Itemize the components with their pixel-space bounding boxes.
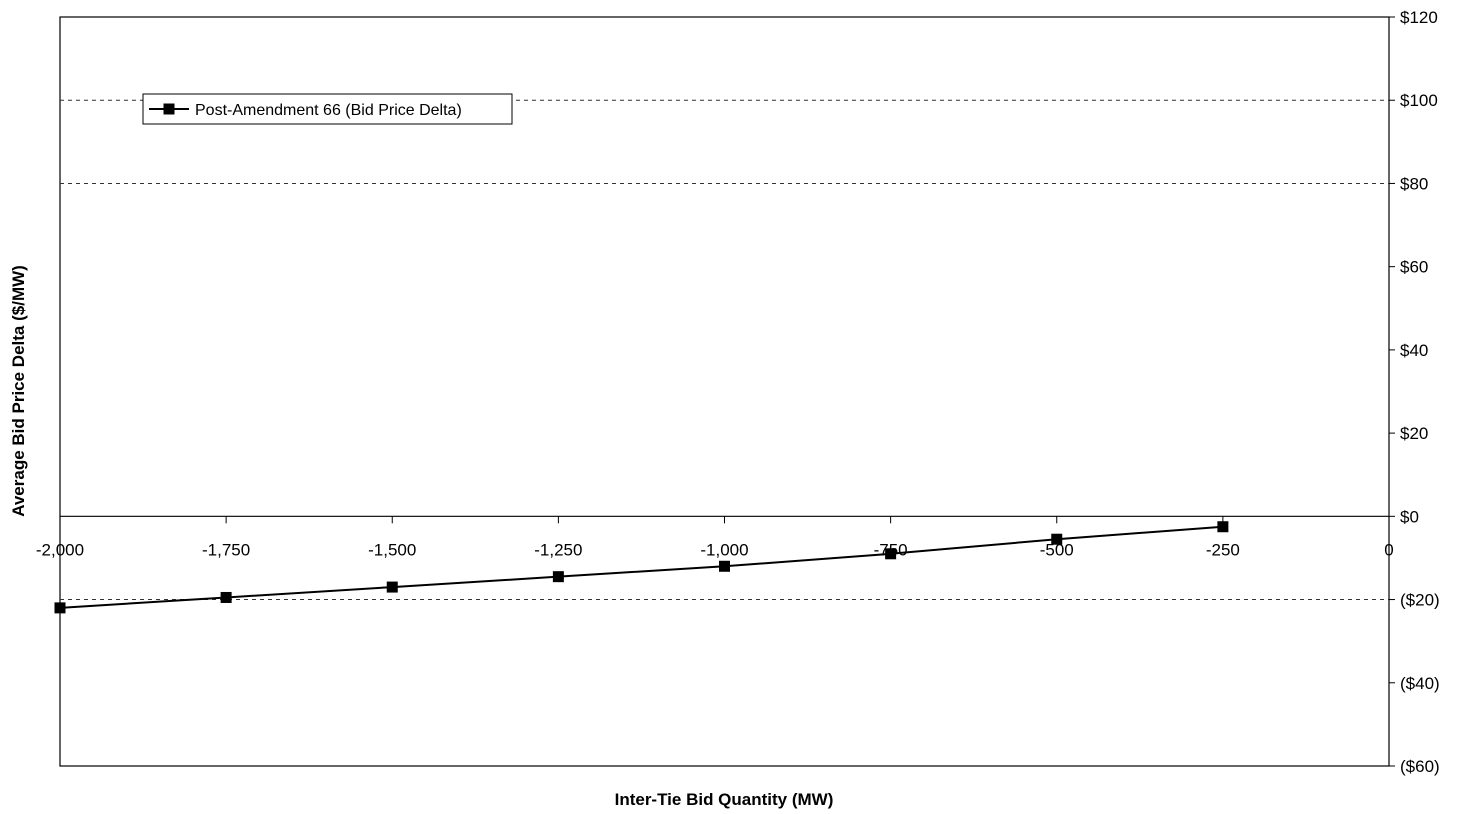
plot-area	[59, 16, 1390, 767]
data-point	[1051, 533, 1063, 545]
legend-box	[142, 93, 513, 125]
data-point	[54, 602, 66, 614]
y-tick-label: $80	[1400, 174, 1428, 193]
x-tick-label: -500	[1040, 540, 1074, 559]
y-axis-ticks: $120 $100 $80 $60 $40 $20 $0 ($20) ($40) ($60)	[1389, 8, 1440, 776]
x-axis-title: Inter-Tie Bid Quantity (MW)	[615, 790, 834, 809]
data-point	[220, 591, 232, 603]
x-tick-label: -1,750	[202, 540, 250, 559]
y-tick-label: $20	[1400, 424, 1428, 443]
series-layer	[54, 521, 1229, 614]
legend-marker-swatch	[163, 103, 175, 115]
y-tick-label: $100	[1400, 91, 1438, 110]
x-tick-label: 0	[1384, 540, 1393, 559]
x-tick-label: -1,000	[700, 540, 748, 559]
y-tick-label: ($20)	[1400, 591, 1440, 610]
data-point	[719, 560, 730, 572]
x-tick-label: -250	[1206, 540, 1240, 559]
data-point	[386, 581, 398, 593]
y-tick-label: $120	[1400, 8, 1438, 27]
y-tick-label: $40	[1400, 341, 1428, 360]
x-tick-label: -1,250	[534, 540, 582, 559]
y-tick-label: ($60)	[1400, 757, 1440, 776]
y-tick-label: $0	[1400, 507, 1419, 526]
data-point	[885, 548, 897, 560]
y-tick-label: ($40)	[1400, 674, 1440, 693]
y-axis-title: Average Bid Price Delta ($/MW)	[9, 265, 28, 517]
x-tick-label: -1,500	[368, 540, 416, 559]
series-line	[59, 525, 1223, 609]
x-tick-label: -2,000	[36, 540, 84, 559]
y-tick-label: $60	[1400, 258, 1428, 277]
legend-label: Post-Amendment 66 (Bid Price Delta)	[195, 102, 462, 119]
data-point	[1217, 521, 1229, 533]
gridlines	[60, 99, 1389, 601]
legend: Post-Amendment 66 (Bid Price Delta)	[142, 93, 513, 125]
data-point	[552, 571, 564, 583]
